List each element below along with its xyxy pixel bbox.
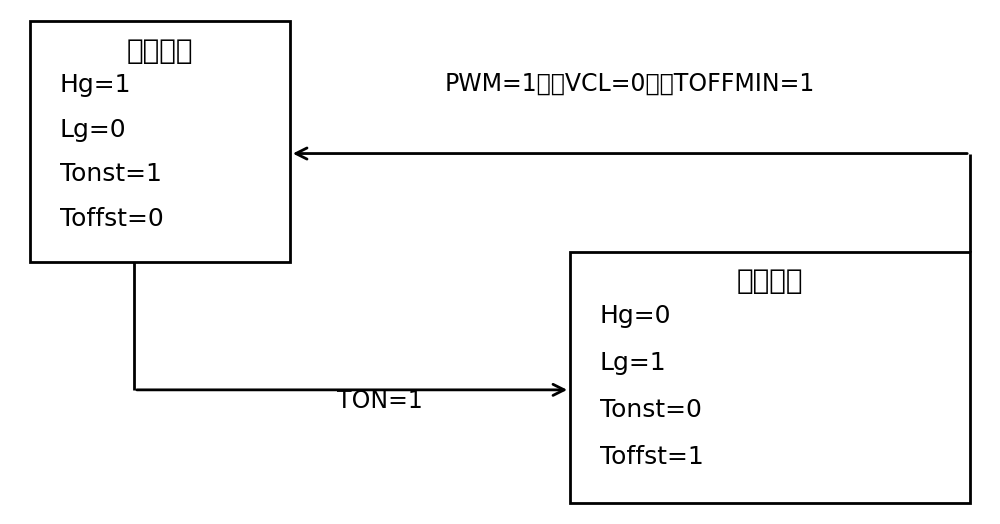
Text: Lg=1: Lg=1 — [600, 351, 667, 375]
Bar — [570, 252, 970, 503]
Text: Toffst=1: Toffst=1 — [600, 445, 704, 470]
Bar — [30, 21, 290, 262]
Text: TON=1: TON=1 — [337, 389, 423, 413]
Text: 关断状态: 关断状态 — [737, 267, 803, 295]
Text: Tonst=0: Tonst=0 — [600, 398, 702, 422]
Text: Hg=0: Hg=0 — [600, 304, 672, 328]
Text: Lg=0: Lg=0 — [60, 118, 127, 142]
Text: 接通状态: 接通状态 — [127, 37, 193, 64]
Text: PWM=1并且VCL=0并且TOFFMIN=1: PWM=1并且VCL=0并且TOFFMIN=1 — [445, 72, 815, 96]
Text: Toffst=0: Toffst=0 — [60, 207, 164, 231]
Text: Tonst=1: Tonst=1 — [60, 162, 162, 187]
Text: Hg=1: Hg=1 — [60, 73, 132, 97]
